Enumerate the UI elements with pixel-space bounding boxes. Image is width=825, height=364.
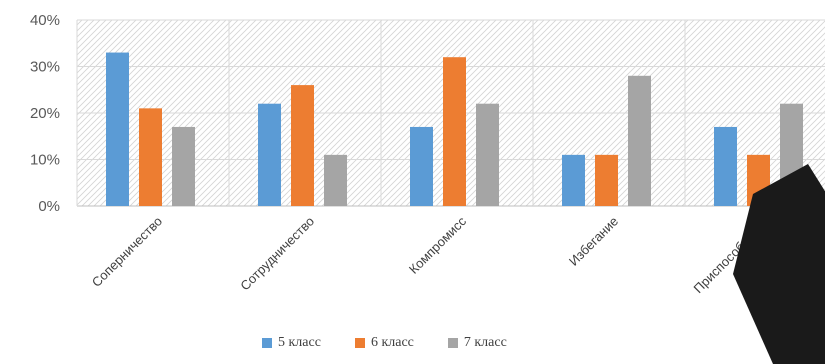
y-tick-label: 0% <box>38 198 60 215</box>
bar <box>258 103 281 206</box>
bar <box>291 85 314 206</box>
category-label: Сотрудничество <box>237 214 317 294</box>
y-axis: 0% 10% 20% 30% 40% <box>30 12 60 215</box>
x-axis-labels: Соперничество Сотрудничество Компромисс Изб… <box>89 213 773 296</box>
legend-swatch <box>262 338 272 348</box>
bar <box>595 154 618 206</box>
legend-label: 6 класс <box>370 335 414 350</box>
bar <box>172 126 195 206</box>
legend-label: 5 класс <box>278 335 321 350</box>
bar <box>106 52 129 206</box>
y-tick-label: 10% <box>30 152 60 169</box>
legend-item-7: 7 класс <box>447 335 507 351</box>
category-label: Соперничество <box>89 214 165 290</box>
category-label: Избегание <box>566 214 621 269</box>
bar <box>476 103 499 206</box>
category-label: Компромисс <box>406 213 470 277</box>
bar <box>410 126 433 206</box>
legend-item-6: 6 класс <box>354 335 414 351</box>
y-tick-label: 30% <box>30 59 60 76</box>
legend-swatch <box>354 338 365 348</box>
bar <box>562 154 585 206</box>
bar <box>139 108 162 206</box>
y-tick-label: 20% <box>30 105 60 122</box>
y-tick-label: 40% <box>30 12 60 29</box>
corner-decoration <box>733 164 825 364</box>
bar <box>443 57 466 207</box>
legend: 5 класс 6 класс 7 класс <box>262 335 507 351</box>
bar <box>628 75 651 206</box>
legend-item-5: 5 класс <box>262 335 321 351</box>
legend-swatch <box>447 338 458 348</box>
bar <box>324 154 347 206</box>
bar-chart: 0% 10% 20% 30% 40% Соперничество Сотрудничест… <box>30 12 825 296</box>
legend-label: 7 класс <box>463 335 507 350</box>
bar <box>714 126 737 206</box>
